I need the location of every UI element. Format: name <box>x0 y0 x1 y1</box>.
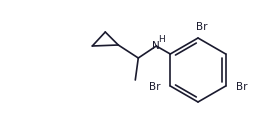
Text: H: H <box>158 35 165 44</box>
Text: N: N <box>152 41 160 51</box>
Text: Br: Br <box>196 22 208 32</box>
Text: Br: Br <box>236 82 247 92</box>
Text: Br: Br <box>149 82 160 92</box>
